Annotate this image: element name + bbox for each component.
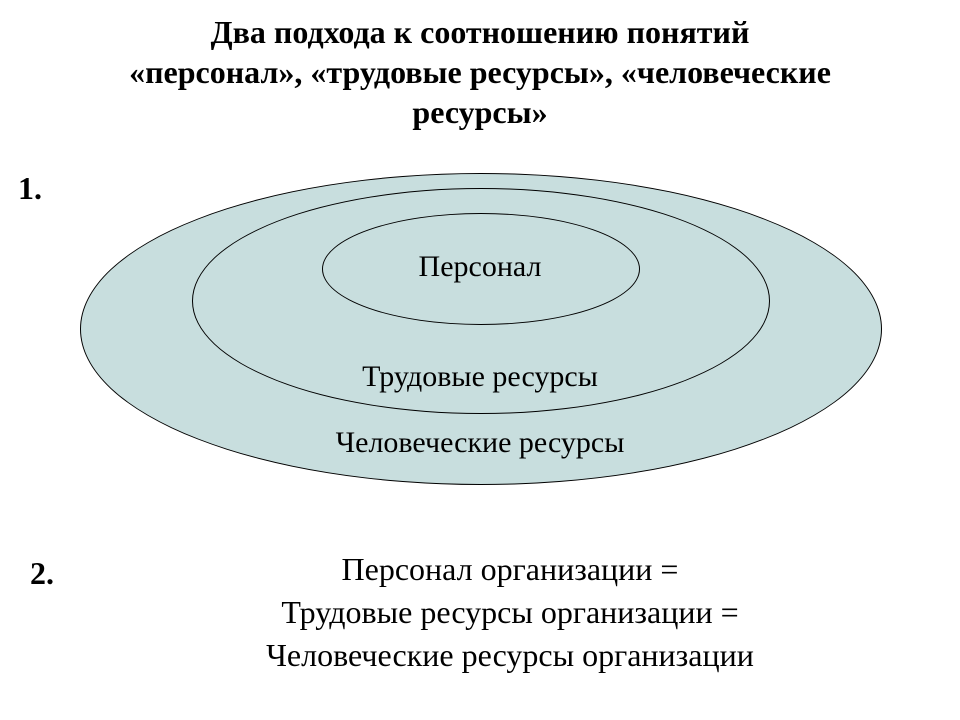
title-line-2: «персонал», «трудовые ресурсы», «человеч… [129, 54, 831, 90]
page-title: Два подхода к соотношению понятий «персо… [0, 12, 960, 132]
equation-line-3: Человеческие ресурсы организации [266, 637, 754, 673]
title-line-3: ресурсы» [412, 94, 547, 130]
ellipse-outer-label: Человеческие ресурсы [70, 426, 890, 460]
ellipse-middle-label: Трудовые ресурсы [70, 360, 890, 394]
ellipse-inner-label: Персонал [70, 250, 890, 284]
equivalence-block: Персонал организации = Трудовые ресурсы … [150, 548, 870, 678]
nested-ellipse-diagram: Персонал Трудовые ресурсы Человеческие р… [70, 168, 890, 488]
list-marker-1: 1. [18, 170, 42, 207]
page: Два подхода к соотношению понятий «персо… [0, 0, 960, 720]
equation-line-1: Персонал организации = [342, 551, 679, 587]
list-marker-2: 2. [30, 555, 54, 592]
title-line-1: Два подхода к соотношению понятий [211, 14, 750, 50]
list-marker-2-text: 2. [30, 555, 54, 591]
equation-line-2: Трудовые ресурсы организации = [281, 594, 738, 630]
list-marker-1-text: 1. [18, 170, 42, 206]
